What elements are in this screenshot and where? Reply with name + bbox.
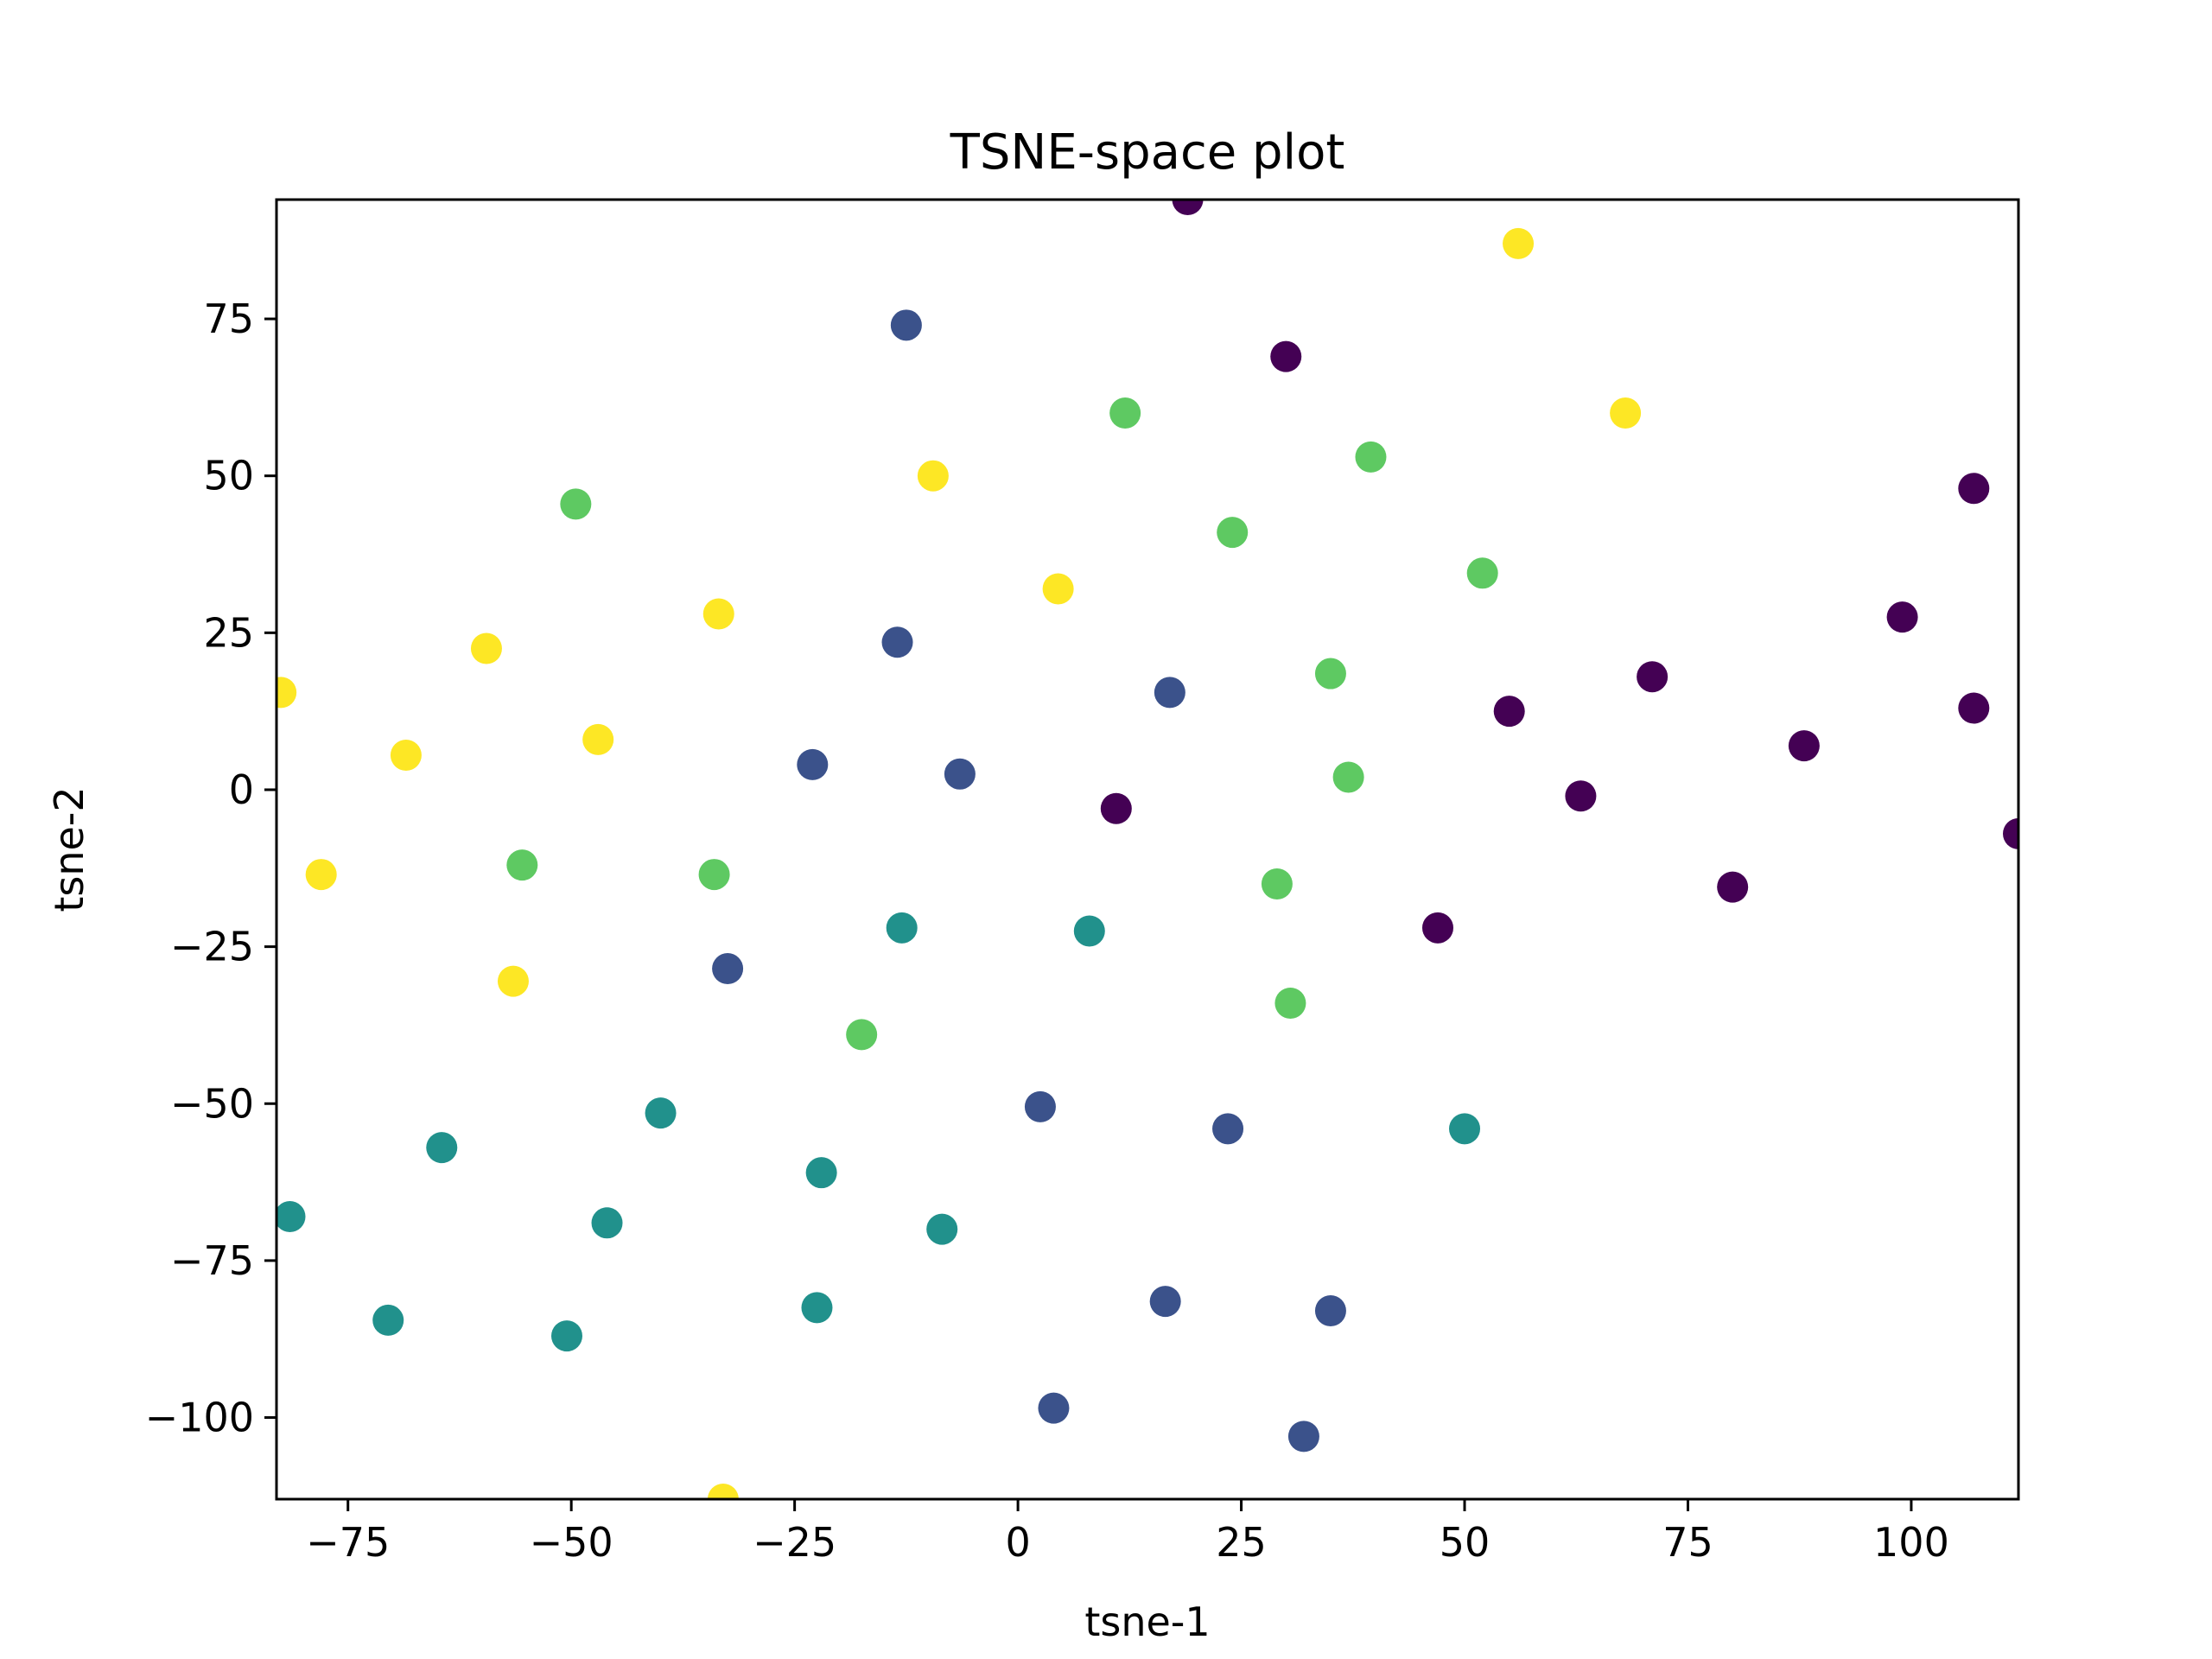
data-point [1314,1295,1346,1327]
data-point [886,912,918,944]
data-point [1154,677,1185,709]
y-tick-label: −75 [170,1237,254,1284]
data-point [1503,227,1535,259]
y-tick-label: −100 [145,1395,254,1441]
x-tick-label: 75 [1662,1519,1713,1566]
data-point [1274,988,1306,1020]
data-point [846,1019,878,1051]
data-point [1149,1286,1181,1318]
x-tick-label: 25 [1216,1519,1267,1566]
data-point [1466,557,1498,589]
data-point [506,849,538,881]
y-tick-label: −25 [170,924,254,970]
data-point [497,965,529,997]
x-tick-label: 50 [1440,1519,1491,1566]
data-point [1565,780,1597,812]
data-point [390,740,422,772]
data-point [426,1132,458,1164]
data-point [1493,696,1525,728]
data-point [1788,730,1820,762]
data-point [944,758,976,790]
data-point [560,488,592,520]
x-tick-label: −75 [306,1519,390,1566]
data-point [1355,441,1387,473]
y-axis-label: tsne-2 [46,786,92,912]
data-point [712,953,744,985]
x-tick-label: −50 [530,1519,613,1566]
data-point [1958,473,1990,505]
y-tick-label: 75 [203,296,254,342]
data-point [1287,1421,1319,1452]
data-point [702,598,734,630]
data-point [1073,915,1105,947]
data-point [1958,692,1990,724]
data-point [1100,792,1132,824]
y-tick-label: 25 [203,609,254,656]
x-tick-label: 100 [1873,1519,1949,1566]
chart-title: TSNE-space plot [950,124,1345,181]
data-point [801,1292,833,1324]
data-point [276,677,297,709]
data-point [1024,1090,1056,1122]
data-point [1172,200,1204,215]
data-point [1637,661,1669,693]
data-point [551,1320,582,1352]
data-point [926,1213,958,1245]
data-point [1270,340,1302,372]
data-point [1217,517,1249,549]
data-point [917,460,949,492]
y-tick-label: 0 [229,766,254,813]
data-point [645,1097,677,1129]
y-axis-ticks: −100 −75 −50 −25 0 25 50 75 [145,296,276,1441]
data-point [890,309,922,341]
data-point [276,1201,306,1233]
x-axis-label: tsne-1 [1084,1599,1210,1645]
data-point [1212,1113,1244,1145]
data-point [881,626,913,658]
data-point [1717,871,1749,903]
y-tick-label: 50 [203,453,254,499]
data-point [1449,1113,1481,1145]
data-point [1422,912,1453,944]
x-tick-label: −25 [753,1519,836,1566]
data-point [805,1157,837,1189]
data-point [1042,573,1074,605]
data-point [470,632,502,664]
data-point [591,1207,623,1239]
data-point [582,723,614,755]
data-point [1610,397,1642,429]
data-point [1886,601,1918,633]
y-tick-label: −50 [170,1080,254,1127]
data-point [797,748,829,780]
x-tick-label: 0 [1005,1519,1030,1566]
data-point [1109,397,1141,429]
data-point [698,859,730,891]
data-point [1038,1392,1070,1424]
plot-frame [275,198,2020,1501]
data-points [276,200,2018,1499]
x-axis-ticks: −75 −50 −25 0 25 50 75 100 [306,1499,1949,1566]
data-point [305,859,337,891]
data-point [1332,761,1364,793]
data-point [2003,817,2018,849]
data-point [707,1484,739,1499]
data-point [1314,658,1346,690]
data-point [372,1304,404,1336]
data-point [1261,868,1293,899]
